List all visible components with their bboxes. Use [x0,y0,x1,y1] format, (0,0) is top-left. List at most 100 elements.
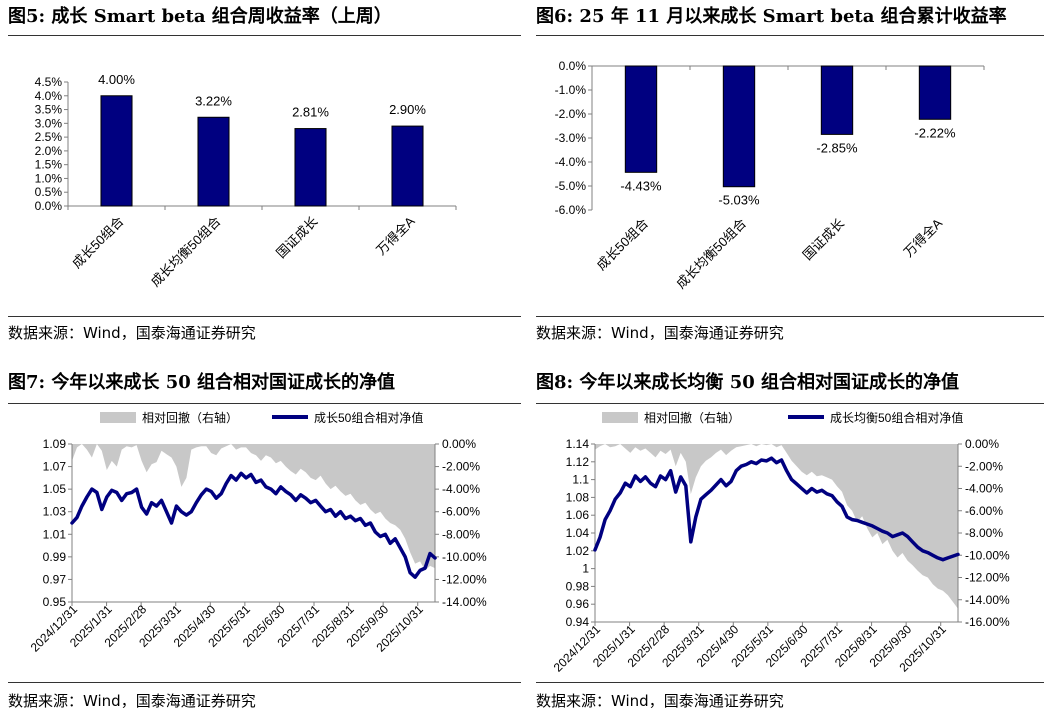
y-left-tick-label: 0.94 [566,615,590,629]
y-left-tick-label: 1.03 [43,505,67,519]
source-note: 数据来源：Wind，国泰海通证券研究 [536,324,784,342]
bar [294,128,327,207]
legend-label-drawdown: 相对回撤（右轴） [644,410,740,425]
y-right-tick-label: 0.00% [442,437,476,451]
panel-title: 图8: 今年以来成长均衡 50 组合相对国证成长的净值 [536,372,960,393]
panel-weekly-return: 图5: 成长 Smart beta 组合周收益率（上周） 4.5% 4.0% 3.5… [8,4,521,344]
legend-label-nav: 成长50组合相对净值 [314,410,423,425]
y-right-tick-label: -16.00% [965,615,1010,629]
y-left-tick-label: 1.06 [566,508,590,522]
y-tick-label: -2.0% [555,107,587,121]
y-left-tick-label: 1.08 [566,490,590,504]
y-left-tick-label: 1.09 [43,437,67,451]
y-left-tick-label: 1.12 [566,455,590,469]
bar [624,65,658,173]
y-tick-label: 4.5% [35,75,63,89]
source-note: 数据来源：Wind，国泰海通证券研究 [8,692,256,710]
y-tick-label: -1.0% [555,83,587,97]
y-right-tick-label: -8.00% [965,526,1003,540]
legend-swatch-drawdown [100,412,136,423]
y-tick-label: 3.0% [35,116,63,130]
nav-line [593,456,960,562]
bar [722,65,756,188]
y-right-tick-label: -2.00% [965,459,1003,473]
category-label: 成长50组合 [594,216,652,274]
category-label: 成长均衡50组合 [148,214,224,290]
y-right-tick-label: -6.00% [965,504,1003,518]
source-rule [8,682,521,683]
y-right-tick-label: -14.00% [442,595,487,609]
bar [918,65,952,120]
source-rule [8,316,521,317]
legend-swatch-drawdown [602,412,638,423]
y-tick-label: -3.0% [555,131,587,145]
bar [391,125,424,207]
y-left-tick-label: 1.07 [43,460,67,474]
bar-chart-weekly-return: 4.5%4.0%3.5%3.0%2.5%2.0%1.5%1.0%0.5%0.0%… [35,72,457,290]
data-label: 2.81% [292,105,329,120]
category-label: 国证成长 [273,214,320,261]
y-left-tick-label: 0.99 [43,550,67,564]
y-tick-label: 1.0% [35,171,63,185]
y-tick-label: 3.5% [35,103,63,117]
y-left-tick-label: 1.14 [566,437,590,451]
panel-title: 图5: 成长 Smart beta 组合周收益率（上周） [8,6,392,27]
y-left-tick-label: 1.1 [572,473,589,487]
drawdown-area [72,444,435,571]
y-right-tick-label: -14.00% [965,593,1010,607]
y-tick-label: 0.0% [35,199,63,213]
y-right-tick-label: -2.00% [442,460,480,474]
data-label: 4.00% [98,72,135,87]
legend-label-drawdown: 相对回撤（右轴） [142,410,238,425]
legend-label-nav: 成长均衡50组合相对净值 [830,410,963,425]
category-label: 万得全A [901,215,946,260]
title-rule [536,403,1044,404]
y-tick-label: 2.5% [35,130,63,144]
y-right-tick-label: -12.00% [442,572,487,586]
nav-line [70,471,437,579]
source-note: 数据来源：Wind，国泰海通证券研究 [536,692,784,710]
y-right-tick-label: -10.00% [442,550,487,564]
data-label: -5.03% [718,193,760,208]
y-left-tick-label: 0.97 [43,572,67,586]
y-left-tick-label: 1 [582,562,589,576]
source-rule [536,682,1044,683]
y-right-tick-label: -10.00% [965,548,1010,562]
category-label: 成长均衡50组合 [673,216,749,292]
data-label: 3.22% [195,93,232,108]
bar-chart-cumulative-return: 0.0% -1.0% -2.0% -3.0% -4.0% -5.0% -6.0% -4.43%… [555,59,985,292]
y-tick-label: -5.0% [555,179,587,193]
panel-cumulative-return: 图6: 25 年 11 月以来成长 Smart beta 组合累计收益率 0.0… [536,4,1044,344]
y-tick-label: -4.0% [555,155,587,169]
panel-growth50-relative-nav: 图7: 今年以来成长 50 组合相对国证成长的净值 相对回撤（右轴） 成长50组合… [8,370,521,717]
y-tick-label: 0.5% [35,185,63,199]
bar [820,65,854,135]
category-label: 国证成长 [800,216,847,263]
category-label: 成长50组合 [69,214,127,272]
data-label: -4.43% [620,178,662,193]
y-left-tick-label: 1.05 [43,482,67,496]
data-label: -2.85% [816,140,858,155]
title-rule [8,403,521,404]
data-label: 2.90% [389,102,426,117]
y-left-tick-label: 0.98 [566,579,590,593]
source-rule [536,316,1044,317]
y-left-tick-label: 0.96 [566,597,590,611]
title-rule [8,35,521,36]
panel-title: 图7: 今年以来成长 50 组合相对国证成长的净值 [8,372,396,393]
y-left-tick-label: 1.02 [566,544,590,558]
line-chart-balanced50: 相对回撤（右轴） 成长均衡50组合相对净值 1.14 1.12 1.1 1.08 1.06 1… [551,410,1010,675]
bar [100,95,133,207]
y-tick-label: 4.0% [35,89,63,103]
bar [197,116,230,207]
y-right-tick-label: -6.00% [442,505,480,519]
y-left-tick-label: 0.95 [43,595,67,609]
y-right-tick-label: -12.00% [965,571,1010,585]
y-tick-label: 0.0% [559,59,587,73]
category-label: 万得全A [373,213,418,258]
source-note: 数据来源：Wind，国泰海通证券研究 [8,324,256,342]
y-right-tick-label: -4.00% [965,482,1003,496]
y-right-tick-label: -8.00% [442,527,480,541]
title-rule [536,35,1044,36]
data-label: -2.22% [914,125,956,140]
